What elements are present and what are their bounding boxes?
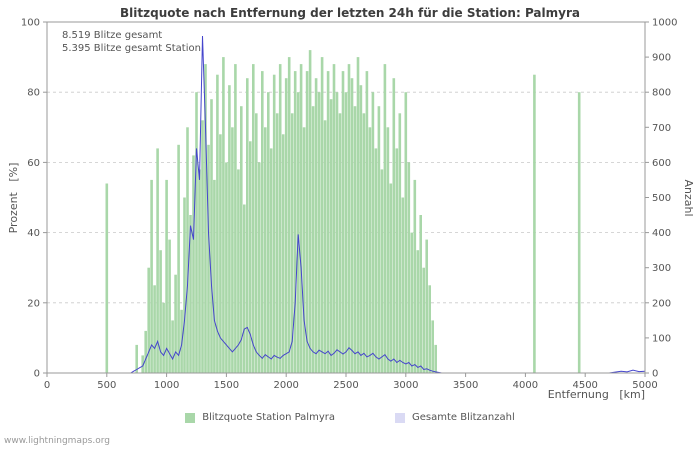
svg-text:500: 500 bbox=[652, 193, 671, 204]
svg-text:200: 200 bbox=[652, 298, 671, 309]
legend-item-count: Gesamte Blitzanzahl bbox=[394, 412, 515, 423]
svg-text:0: 0 bbox=[34, 369, 40, 380]
svg-text:1500: 1500 bbox=[214, 380, 239, 391]
svg-text:60: 60 bbox=[27, 158, 40, 169]
svg-text:1000: 1000 bbox=[652, 18, 677, 29]
svg-text:100: 100 bbox=[652, 333, 671, 344]
svg-text:4000: 4000 bbox=[513, 380, 538, 391]
svg-text:600: 600 bbox=[652, 158, 671, 169]
svg-text:5000: 5000 bbox=[632, 380, 657, 391]
chart-title: Blitzquote nach Entfernung der letzten 2… bbox=[120, 6, 580, 20]
legend: Blitzquote Station Palmyra Gesamte Blitz… bbox=[0, 412, 700, 423]
svg-text:0: 0 bbox=[652, 369, 658, 380]
annotation-station-flashes: 5.395 Blitze gesamt Station bbox=[62, 43, 201, 54]
annotation-total-flashes: 8.519 Blitze gesamt bbox=[62, 30, 163, 41]
legend-swatch-count bbox=[394, 412, 405, 423]
svg-text:1000: 1000 bbox=[154, 380, 179, 391]
legend-label-quote: Blitzquote Station Palmyra bbox=[202, 412, 335, 423]
svg-text:700: 700 bbox=[652, 123, 671, 134]
svg-text:20: 20 bbox=[27, 298, 40, 309]
x-axis-label: Entfernung [km] bbox=[547, 388, 645, 401]
svg-text:800: 800 bbox=[652, 88, 671, 99]
legend-swatch-quote bbox=[185, 412, 196, 423]
svg-text:3500: 3500 bbox=[453, 380, 478, 391]
svg-text:40: 40 bbox=[27, 228, 40, 239]
svg-text:300: 300 bbox=[652, 263, 671, 274]
svg-text:2500: 2500 bbox=[333, 380, 358, 391]
right-axis-label: Anzahl bbox=[682, 179, 695, 217]
watermark-link: www.lightningmaps.org bbox=[4, 436, 110, 446]
svg-text:3000: 3000 bbox=[393, 380, 418, 391]
legend-item-quote: Blitzquote Station Palmyra bbox=[185, 412, 335, 423]
svg-text:80: 80 bbox=[27, 88, 40, 99]
svg-text:100: 100 bbox=[21, 18, 40, 29]
svg-text:0: 0 bbox=[44, 380, 50, 391]
legend-label-count: Gesamte Blitzanzahl bbox=[411, 412, 515, 423]
totals-annotation: 8.519 Blitze gesamt 5.395 Blitze gesamt … bbox=[62, 29, 201, 55]
left-axis-label: Prozent [%] bbox=[7, 162, 20, 234]
svg-text:400: 400 bbox=[652, 228, 671, 239]
svg-text:500: 500 bbox=[97, 380, 116, 391]
svg-text:4500: 4500 bbox=[572, 380, 597, 391]
svg-text:2000: 2000 bbox=[273, 380, 298, 391]
svg-text:900: 900 bbox=[652, 53, 671, 64]
